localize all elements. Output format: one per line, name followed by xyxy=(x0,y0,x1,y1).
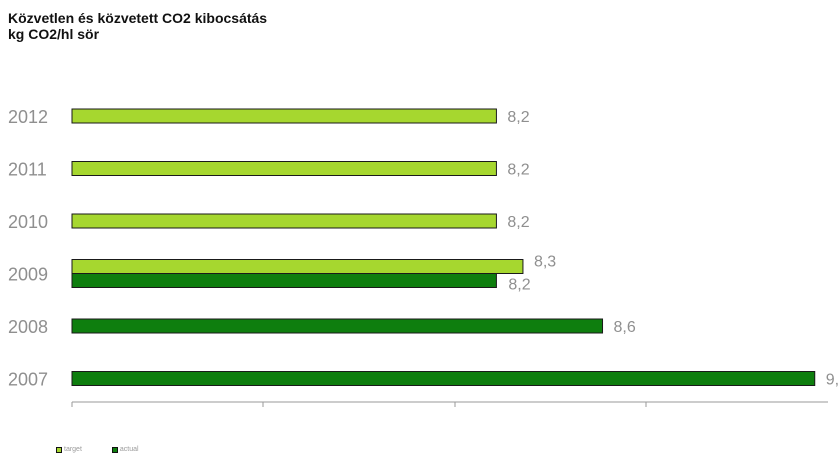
bar-actual-2008 xyxy=(71,318,604,334)
chart-title-block: Közvetlen és közvetett CO2 kibocsátás kg… xyxy=(8,10,267,42)
category-label-2008: 2008 xyxy=(8,317,48,337)
data-label-target-2009: 8,3 xyxy=(534,254,556,271)
legend-label-actual: actual xyxy=(119,446,139,453)
data-label-target-2010: 8,2 xyxy=(507,214,529,231)
bar-actual-2009 xyxy=(71,273,497,288)
data-label-actual-2009: 8,2 xyxy=(508,277,530,294)
category-label-2011: 2011 xyxy=(8,160,47,180)
category-label-2007: 2007 xyxy=(8,370,48,390)
bar-target-2009 xyxy=(71,259,524,274)
legend-label-target: target xyxy=(64,446,82,453)
data-label-actual-2008: 8,6 xyxy=(614,319,636,336)
category-label-2009: 2009 xyxy=(8,265,48,285)
legend-swatch-target xyxy=(56,447,62,453)
bar-target-2011 xyxy=(71,161,497,176)
legend-item-actual: actual xyxy=(111,446,139,454)
legend-swatch-actual xyxy=(111,447,118,453)
category-label-2010: 2010 xyxy=(8,212,48,232)
bar-target-2012 xyxy=(71,108,497,124)
data-label-actual-2007: 9,4 xyxy=(826,372,838,389)
chart-title: Közvetlen és közvetett CO2 kibocsátás xyxy=(8,10,268,26)
data-label-target-2012: 8,2 xyxy=(507,109,529,126)
chart-subtitle: kg CO2/hl sör xyxy=(8,26,100,42)
bar-actual-2007 xyxy=(71,371,816,386)
bar-target-2010 xyxy=(71,213,497,229)
legend-item-target: target xyxy=(56,446,82,454)
data-label-target-2011: 8,2 xyxy=(507,162,529,179)
legend: target actual xyxy=(56,446,139,454)
category-label-2012: 2012 xyxy=(8,107,48,127)
